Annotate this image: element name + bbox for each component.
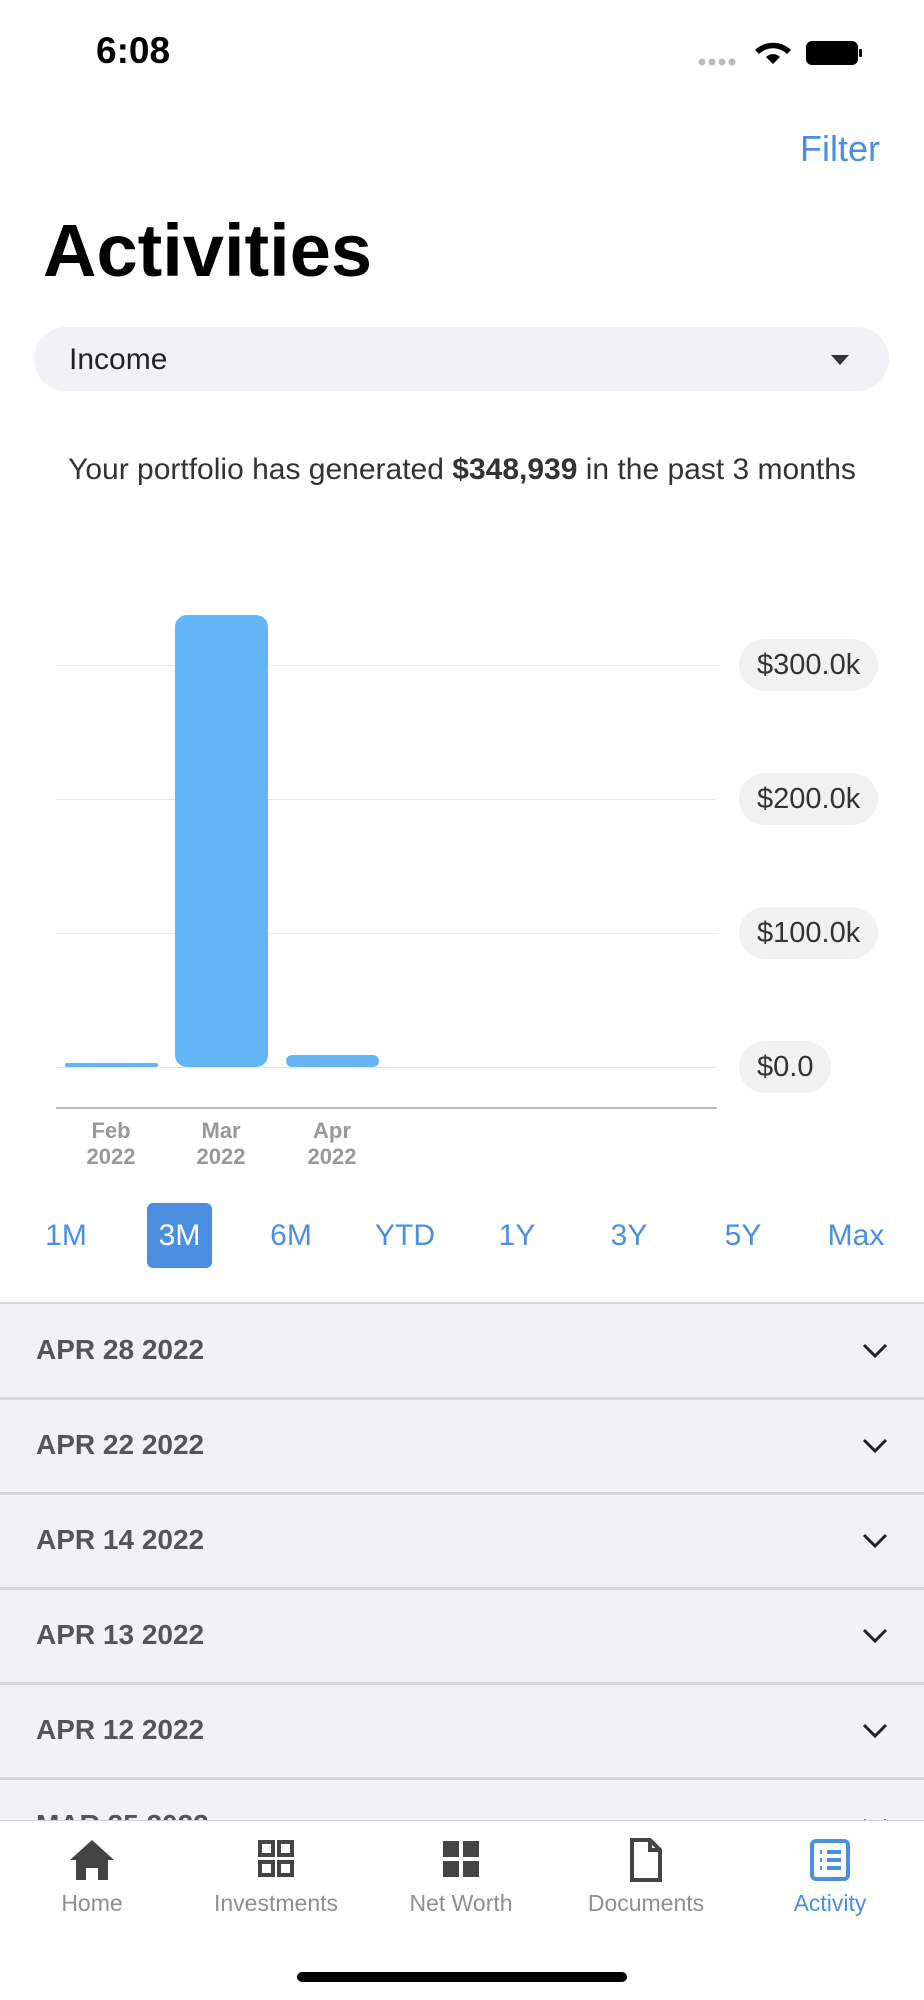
x-tick-label: Feb 2022 [86, 1118, 136, 1169]
grid-line [56, 1067, 717, 1068]
list-row[interactable]: APR 14 2022 [0, 1494, 924, 1590]
status-time: 6:08 [96, 30, 171, 71]
tab[interactable]: Documents [561, 1838, 731, 1917]
bar [286, 1054, 379, 1067]
chevron [862, 1628, 888, 1644]
x-tick-label: Mar 2022 [196, 1118, 246, 1169]
status-icons [698, 41, 862, 66]
list-row[interactable]: APR 13 2022 [0, 1589, 924, 1685]
range-button[interactable]: 5Y [724, 1219, 762, 1252]
tab-bar [0, 1820, 924, 2000]
chevron [862, 1533, 888, 1549]
tab-label: Activity [793, 1890, 867, 1916]
dropdown-value: Income [69, 343, 168, 376]
range-button[interactable]: 6M [270, 1219, 312, 1252]
list-row[interactable]: APR 22 2022 [0, 1399, 924, 1495]
tab-icon [630, 1838, 662, 1882]
activity-list: APR 28 2022 APR 22 2022 APR 14 2022 APR 13 … [0, 1302, 924, 1823]
tab-label: Home [61, 1890, 123, 1916]
range-button[interactable]: Max [827, 1219, 885, 1252]
x-axis [56, 1107, 717, 1109]
list-row[interactable]: APR 12 2022 [0, 1684, 924, 1780]
row-date: APR 22 2022 [36, 1429, 205, 1460]
row-date: APR 28 2022 [36, 1334, 205, 1365]
tab[interactable]: Investments [191, 1838, 361, 1917]
list-row[interactable]: MAR 25 2022 [0, 1779, 924, 1823]
range-button[interactable]: YTD [375, 1219, 435, 1252]
page-title: Activities [43, 209, 373, 292]
chevron [862, 1343, 888, 1359]
tab[interactable]: Home [7, 1838, 177, 1917]
chevron [862, 1723, 888, 1739]
tab-icon [810, 1839, 850, 1881]
chevron [862, 1438, 888, 1454]
summary-prefix: Your portfolio has generated [68, 453, 444, 486]
row-date: APR 14 2022 [36, 1524, 205, 1555]
y-tick-label: $300.0k [739, 638, 879, 691]
range-button[interactable]: 3Y [610, 1219, 648, 1252]
tab-label: Documents [587, 1890, 705, 1916]
grid-line [56, 664, 717, 666]
y-tick-label: $100.0k [739, 906, 879, 959]
bar [65, 1062, 158, 1067]
list-row[interactable]: APR 28 2022 [0, 1304, 924, 1400]
grid-line [56, 798, 717, 800]
summary-amount: $348,939 [452, 453, 578, 486]
grid-line [56, 932, 717, 934]
chart: $0.0 $100.0k $200.0k $300.0k Feb 2022 Mar 202… [56, 615, 879, 1169]
row-date: APR 12 2022 [36, 1714, 205, 1745]
y-tick-label: $200.0k [739, 772, 879, 825]
filter-button[interactable]: Filter [800, 128, 880, 169]
summary-suffix: in the past 3 months [585, 453, 856, 486]
summary: Your portfolio has generated $348,939 in… [0, 453, 924, 487]
tab[interactable]: Net Worth [376, 1838, 546, 1917]
dropdown[interactable]: Income [34, 327, 889, 391]
home-indicator [297, 1972, 627, 1982]
x-tick-label: Apr 2022 [307, 1118, 357, 1169]
tab-icon [70, 1840, 114, 1880]
range-button[interactable]: 1M [45, 1219, 87, 1252]
tab-label: Net Worth [409, 1890, 513, 1916]
row-date: MAR 25 2022 [36, 1809, 209, 1823]
dropdown-caret [831, 355, 849, 365]
row-date: APR 13 2022 [36, 1619, 205, 1650]
tab-icon [258, 1840, 294, 1877]
bar [175, 615, 268, 1067]
tab-label: Investments [214, 1890, 338, 1916]
y-tick-label: $0.0 [739, 1041, 832, 1093]
range-button[interactable]: 3M [147, 1203, 212, 1268]
tab-icon [443, 1841, 479, 1877]
tab[interactable]: Activity [745, 1838, 915, 1917]
range-button[interactable]: 1Y [498, 1219, 536, 1252]
